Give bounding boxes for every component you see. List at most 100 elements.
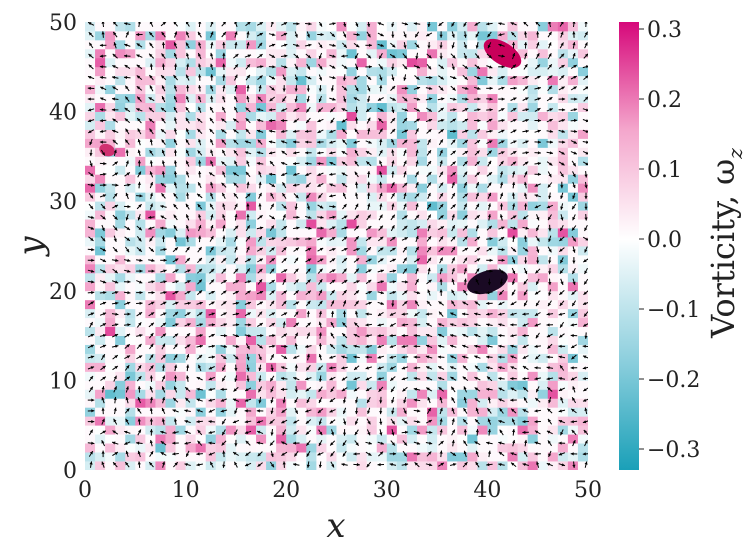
heatmap-cell [477,425,488,435]
heatmap-cell [145,102,156,112]
heatmap-cell [185,461,197,470]
quiver-arrow [111,333,119,338]
heatmap-cell [165,66,176,77]
quiver-arrow [232,419,240,424]
heatmap-cell [276,219,287,229]
quiver-arrow [450,171,457,177]
quiver-arrow [390,181,395,189]
quiver-arrow [184,301,191,305]
quiver-arrow [402,268,408,274]
quiver-arrow [365,344,372,348]
heatmap-cell [477,201,488,211]
quiver-arrow [293,226,300,230]
quiver-arrow [137,450,141,458]
heatmap-cell [195,22,207,32]
heatmap-cell [316,371,327,381]
quiver-arrow [245,128,251,135]
heatmap-cell [225,48,237,59]
heatmap-cell [376,263,388,274]
quiver-arrow [221,182,227,188]
quiver-arrow [221,440,227,446]
heatmap-cell [175,335,186,345]
heatmap-cell [276,263,287,274]
heatmap-cell [356,362,368,372]
heatmap-cell [296,66,307,77]
quiver-arrow [186,181,190,189]
quiver-arrow [425,441,433,445]
heatmap-cell [225,111,237,121]
heatmap-cell [366,22,378,32]
heatmap-cell [396,290,408,301]
quiver-arrow [269,225,275,231]
heatmap-cell [286,263,297,274]
quiver-arrow [136,291,143,295]
heatmap-cell [386,254,398,265]
quiver-arrow [391,63,395,71]
quiver-arrow [438,64,445,70]
heatmap-cell [215,102,227,112]
heatmap-cell [185,317,197,328]
heatmap-cell [115,371,126,381]
heatmap-cell [155,452,166,462]
quiver-arrow [185,214,190,221]
heatmap-cell [396,120,408,130]
heatmap-cell [85,389,96,399]
quiver-arrow [415,181,419,189]
quiver-arrow [125,149,129,157]
heatmap-cell [215,39,227,50]
quiver-arrow [149,429,153,436]
heatmap-cell [346,30,358,41]
heatmap-cell [527,407,539,417]
heatmap-cell [437,111,448,121]
heatmap-cell [547,299,559,310]
heatmap-cell [396,389,408,399]
heatmap-cell [336,138,347,148]
heatmap-cell [507,174,518,184]
heatmap-cell [286,102,297,112]
heatmap-cell [336,407,347,417]
quiver-arrow [87,226,95,230]
heatmap-cell [336,174,347,184]
quiver-arrow [161,53,166,59]
heatmap-cell [175,290,186,301]
colorbar-tick-label: 0.2 [647,88,682,113]
heatmap-cell [125,272,136,283]
quiver-arrow [184,463,191,467]
quiver-arrow [232,172,239,177]
quiver-arrow [210,52,214,60]
heatmap-cell [396,398,408,408]
quiver-arrow [487,396,491,404]
quiver-arrow [87,215,95,219]
heatmap-cell [406,362,418,372]
quiver-arrow [401,377,409,381]
quiver-arrow [343,407,347,415]
quiver-arrow [137,396,141,404]
heatmap-cell [537,425,549,435]
quiver-arrow [172,311,179,317]
heatmap-cell [175,66,186,77]
heatmap-cell [225,263,237,274]
quiver-arrow [329,279,336,285]
heatmap-cell [95,120,106,130]
quiver-arrow [510,387,517,392]
quiver-arrow [112,139,118,145]
quiver-arrow [136,42,143,48]
quiver-arrow [403,407,407,415]
heatmap-cell [215,138,227,148]
quiver-arrow [149,407,153,415]
heatmap-cell [195,111,207,121]
quiver-arrow [112,118,119,123]
quiver-arrow [112,365,119,371]
quiver-arrow [148,31,154,38]
heatmap-cell [316,219,327,229]
heatmap-cell [215,335,227,345]
heatmap-cell [256,66,267,77]
quiver-arrow [341,172,348,177]
heatmap-cell [447,272,458,283]
quiver-arrow [173,127,177,135]
quiver-arrow [451,267,455,275]
quiver-arrow [510,161,517,166]
heatmap-cell [567,102,579,112]
quiver-arrow [438,85,444,91]
quiver-arrow [232,312,240,316]
